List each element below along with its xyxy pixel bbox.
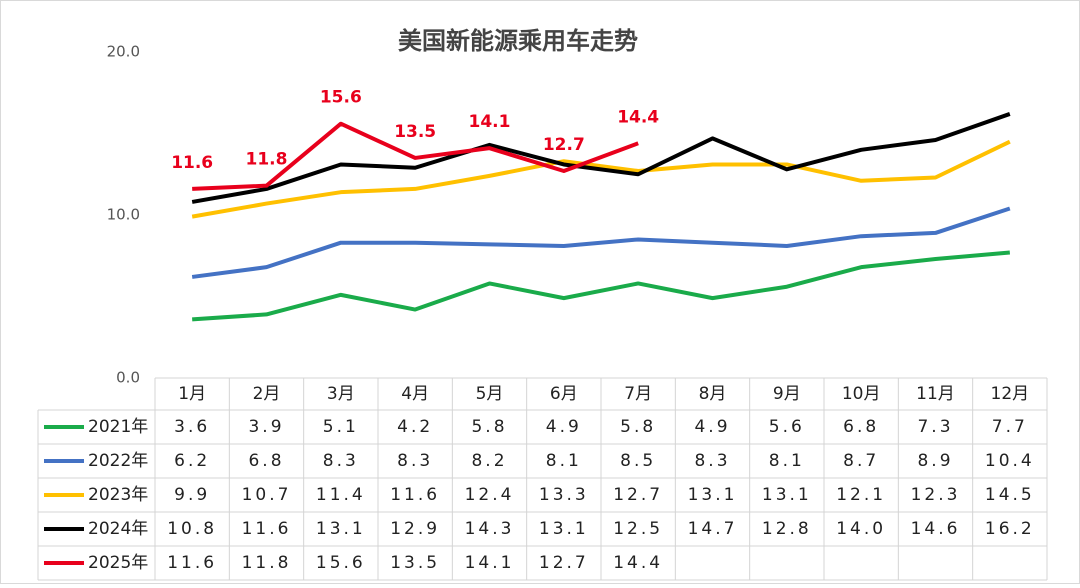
chart-title: 美国新能源乘用车走势	[398, 27, 638, 55]
table-cell: 13.5	[390, 553, 440, 573]
table-cell: 12.7	[613, 485, 663, 505]
table-cell: 10.7	[242, 485, 292, 505]
table-cell: 6.8	[843, 417, 879, 437]
data-label: 14.4	[617, 107, 659, 127]
table-cell: 5.8	[471, 417, 507, 437]
series-line	[191, 112, 1011, 204]
table-cell: 11.6	[390, 485, 440, 505]
x-tick-label: 11月	[916, 384, 955, 404]
x-tick-label: 6月	[550, 384, 578, 404]
x-tick-label: 2月	[253, 384, 281, 404]
table-cell: 7.3	[917, 417, 953, 437]
x-tick-label: 7月	[624, 384, 652, 404]
table-cell: 8.2	[471, 451, 507, 471]
table-cell: 8.9	[917, 451, 953, 471]
table-cell: 8.1	[769, 451, 805, 471]
x-tick-label: 10月	[842, 384, 881, 404]
y-tick-label: 0.0	[116, 369, 140, 387]
table-cell: 8.3	[694, 451, 730, 471]
legend-label: 2023年	[88, 485, 148, 505]
x-tick-label: 9月	[773, 384, 801, 404]
table-cell: 12.8	[762, 519, 812, 539]
legend-label: 2024年	[88, 519, 148, 539]
table-cell: 4.9	[546, 417, 582, 437]
series-line	[191, 206, 1011, 279]
table-cell: 3.9	[248, 417, 284, 437]
series-line	[192, 250, 1011, 322]
table-cell: 14.1	[465, 553, 515, 573]
table-cell: 16.2	[985, 519, 1035, 539]
table-cell: 6.2	[174, 451, 210, 471]
table-cell: 11.8	[242, 553, 292, 573]
table-cell: 13.1	[539, 519, 589, 539]
table-cell: 5.1	[323, 417, 359, 437]
series-line	[191, 139, 1011, 219]
x-tick-label: 5月	[476, 384, 504, 404]
table-cell: 11.6	[167, 553, 217, 573]
table-cell: 15.6	[316, 553, 366, 573]
table-cell: 8.5	[620, 451, 656, 471]
x-tick-label: 4月	[401, 384, 429, 404]
data-label: 12.7	[543, 135, 585, 155]
data-label: 15.6	[320, 88, 362, 108]
table-cell: 12.1	[836, 485, 886, 505]
table-cell: 7.7	[992, 417, 1028, 437]
table-cell: 14.5	[985, 485, 1035, 505]
legend-label: 2025年	[88, 553, 148, 573]
data-label: 14.1	[469, 112, 511, 132]
y-tick-label: 10.0	[107, 206, 140, 224]
table-cell: 12.4	[465, 485, 515, 505]
table-cell: 11.6	[242, 519, 292, 539]
table-cell: 8.1	[546, 451, 582, 471]
table-cell: 12.3	[911, 485, 961, 505]
table-cell: 13.1	[316, 519, 366, 539]
y-tick-label: 20.0	[107, 43, 140, 61]
x-tick-label: 3月	[327, 384, 355, 404]
table-cell: 8.7	[843, 451, 879, 471]
x-tick-label: 12月	[991, 384, 1030, 404]
x-tick-label: 8月	[699, 384, 727, 404]
table-cell: 10.4	[985, 451, 1035, 471]
table-cell: 13.3	[539, 485, 589, 505]
data-label: 11.8	[246, 150, 288, 170]
data-label: 13.5	[394, 122, 436, 142]
table-cell: 14.0	[836, 519, 886, 539]
table-cell: 12.9	[390, 519, 440, 539]
table-cell: 12.5	[613, 519, 663, 539]
table-cell: 4.2	[397, 417, 433, 437]
table-cell: 14.6	[911, 519, 961, 539]
table-cell: 3.6	[174, 417, 210, 437]
legend-label: 2022年	[88, 451, 148, 471]
x-tick-label: 1月	[178, 384, 206, 404]
table-cell: 6.8	[248, 451, 284, 471]
table-cell: 5.8	[620, 417, 656, 437]
legend-label: 2021年	[88, 417, 148, 437]
table-cell: 9.9	[174, 485, 210, 505]
data-label: 11.6	[171, 153, 213, 173]
table-cell: 14.4	[613, 553, 663, 573]
table-cell: 8.3	[323, 451, 359, 471]
table-cell: 12.7	[539, 553, 589, 573]
series-line	[192, 121, 639, 191]
table-cell: 14.3	[465, 519, 515, 539]
table-cell: 11.4	[316, 485, 366, 505]
table-cell: 13.1	[762, 485, 812, 505]
table-cell: 4.9	[694, 417, 730, 437]
table-cell: 8.3	[397, 451, 433, 471]
table-cell: 14.7	[688, 519, 738, 539]
table-cell: 13.1	[688, 485, 738, 505]
table-cell: 5.6	[769, 417, 805, 437]
table-cell: 10.8	[167, 519, 217, 539]
